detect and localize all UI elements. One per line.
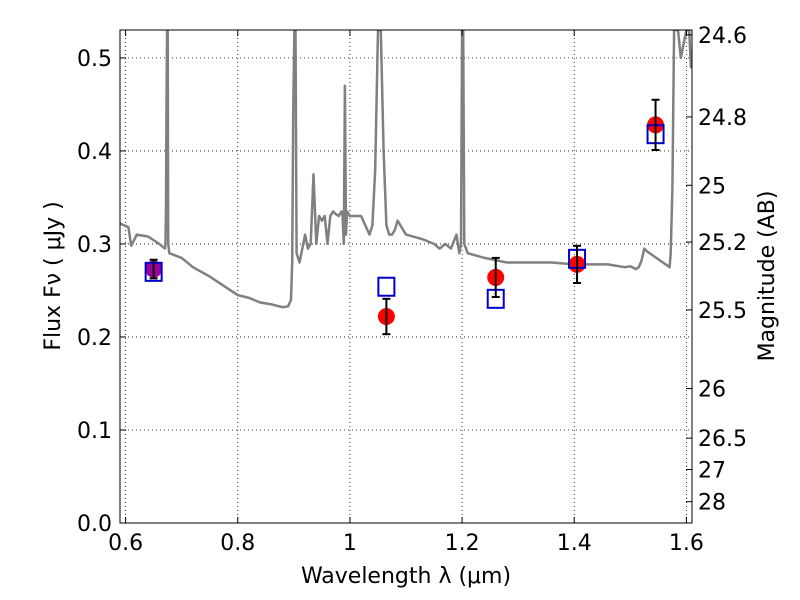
data-points: [144, 98, 665, 336]
x-tick-label: 1: [343, 531, 357, 556]
right-tick-label: 24.6: [698, 24, 747, 49]
y-tick-label: 0.5: [77, 47, 112, 72]
x-tick-label: 0.6: [108, 531, 143, 556]
right-tick-label: 27: [698, 458, 726, 483]
y-tick-label: 0.0: [77, 512, 112, 537]
y-axis-label: Flux Fν ( μJy ): [41, 201, 66, 350]
x-axis-label: Wavelength λ (μm): [301, 564, 511, 589]
right-tick-label: 25: [698, 174, 726, 199]
plot-frame: [119, 29, 693, 524]
y-tick-label: 0.3: [77, 233, 112, 258]
right-tick-label: 26.5: [698, 427, 747, 452]
y-tick-label: 0.4: [77, 140, 112, 165]
axis-ticks: 0.6 0.8 1 1.2 1.4 1.6 0.0 0.1 0.2 0.3 0.4 0.5 24.6 24…: [77, 24, 747, 556]
x-tick-label: 1.2: [445, 531, 480, 556]
model-spectrum: [120, 30, 692, 309]
model-point: [377, 276, 396, 297]
right-tick-label: 25.2: [698, 231, 747, 256]
right-tick-label: 28: [698, 491, 726, 516]
grid: [120, 30, 692, 524]
y-tick-label: 0.2: [77, 326, 112, 351]
x-tick-label: 1.4: [557, 531, 592, 556]
x-tick-label: 0.8: [220, 531, 255, 556]
spectrum-line: [120, 30, 692, 309]
right-tick-label: 24.8: [698, 106, 747, 131]
x-tick-label: 1.6: [669, 531, 704, 556]
y-tick-label: 0.1: [77, 419, 112, 444]
right-tick-label: 26: [698, 378, 726, 403]
right-axis-label: Magnitude (AB): [755, 191, 780, 362]
right-tick-label: 25.5: [698, 299, 747, 324]
